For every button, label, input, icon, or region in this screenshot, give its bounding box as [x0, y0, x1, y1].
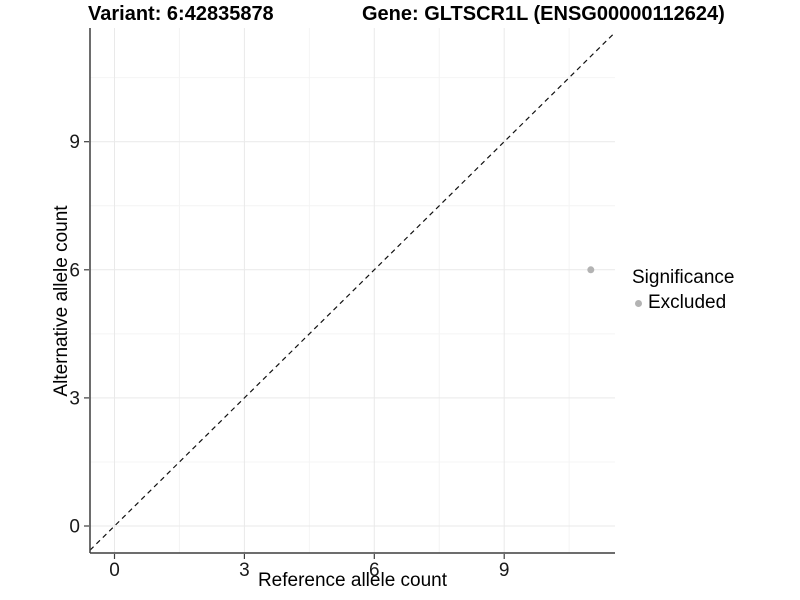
data-point — [587, 266, 595, 274]
variant-title: Variant: 6:42835878 — [88, 3, 274, 25]
y-tick-label: 6 — [69, 260, 80, 281]
identity-reference-line — [89, 32, 616, 551]
legend-entry-label: Excluded — [648, 292, 727, 313]
y-tick-label: 0 — [69, 517, 80, 538]
x-tick-label: 3 — [239, 560, 250, 581]
legend-title: Significance — [632, 267, 735, 288]
legend-point-swatch — [635, 299, 642, 307]
y-axis-title: Alternative allele count — [51, 205, 72, 397]
legend: Significance Excluded — [632, 266, 734, 314]
x-axis-title: Reference allele count — [257, 570, 448, 591]
x-tick-label: 0 — [109, 560, 120, 581]
y-tick-label: 9 — [69, 132, 80, 153]
x-tick-label: 9 — [499, 560, 510, 581]
gene-title: Gene: GLTSCR1L (ENSG00000112624) — [362, 3, 725, 25]
legend-entry: Excluded — [632, 292, 734, 314]
x-tick-label: 6 — [369, 560, 380, 581]
y-tick-label: 3 — [69, 388, 80, 409]
